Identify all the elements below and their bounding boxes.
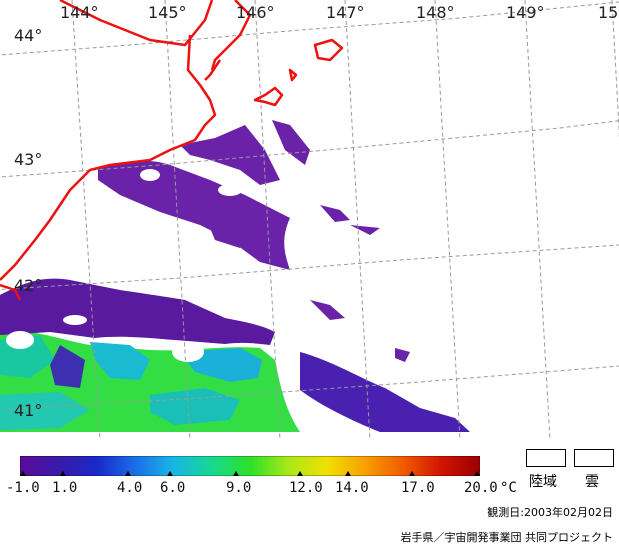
temperature-colorbar (20, 456, 480, 476)
colorbar-tick-label: 14.0 (335, 480, 369, 496)
cloud-legend-label: 雲 (585, 474, 599, 490)
project-credit: 岩手県／宇宙開発事業団 共同プロジェクト (400, 531, 614, 544)
colorbar-tick-label: 17.0 (401, 480, 435, 496)
colorbar-tick-marker (233, 471, 239, 476)
colorbar-tick-marker (409, 471, 415, 476)
colorbar-tick-marker (60, 471, 66, 476)
colorbar-tick-marker (167, 471, 173, 476)
land-legend-label: 陸域 (529, 474, 557, 490)
colorbar-tick-label: -1.0 (6, 480, 40, 496)
colorbar-tick-label: 1.0 (52, 480, 78, 496)
lon-label-150: 15 (598, 3, 619, 22)
sst-cold-area (0, 120, 470, 432)
observation-date: 観測日:2003年02月02日 (487, 506, 613, 519)
land-legend-swatch (526, 449, 566, 467)
lat-label-44: 44° (14, 26, 43, 45)
colorbar-tick-label: 12.0 (289, 480, 323, 496)
lon-label-146: 146° (236, 3, 275, 22)
lon-label-145: 145° (148, 3, 187, 22)
lon-label-149: 149° (506, 3, 545, 22)
colorbar-tick-label: 4.0 (117, 480, 143, 496)
cloud-legend-swatch (574, 449, 614, 467)
lat-label-42: 42° (14, 276, 43, 295)
coastline (0, 0, 344, 301)
colorbar-tick-marker (297, 471, 303, 476)
colorbar-tick-marker (474, 471, 480, 476)
colorbar-tick-label: 20.0 (464, 480, 498, 496)
lon-label-148: 148° (416, 3, 455, 22)
colorbar-unit: °C (500, 480, 517, 496)
graticule (0, 0, 619, 440)
colorbar-tick-marker (125, 471, 131, 476)
lat-label-41: 41° (14, 401, 43, 420)
colorbar-tick-label: 6.0 (160, 480, 186, 496)
colorbar-tick-label: 9.0 (226, 480, 252, 496)
colorbar-tick-marker (345, 471, 351, 476)
lon-label-144: 144° (60, 3, 99, 22)
colorbar-tick-marker (20, 471, 26, 476)
sst-map (0, 0, 619, 440)
cloud-patches (6, 169, 242, 362)
lon-label-147: 147° (326, 3, 365, 22)
lat-label-43: 43° (14, 150, 43, 169)
